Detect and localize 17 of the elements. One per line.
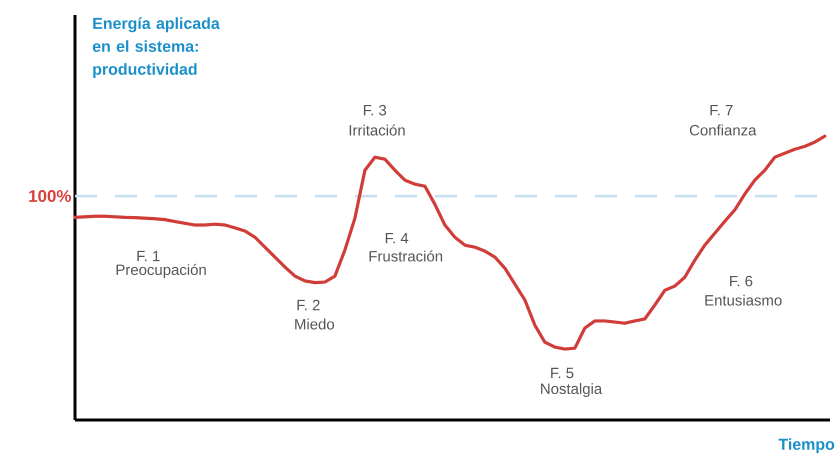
annotation: Preocupación bbox=[116, 264, 206, 278]
text: F. 7 bbox=[710, 105, 733, 116]
text: Irritación bbox=[350, 124, 405, 136]
annotation: F. 1 bbox=[137, 250, 160, 262]
annotation: F. 2 bbox=[297, 300, 320, 310]
annotation: Nostalgia bbox=[541, 383, 602, 397]
annotation: F. 4 bbox=[386, 233, 408, 244]
annotation: Frustración bbox=[370, 250, 442, 262]
annotation: F. 5 bbox=[551, 368, 574, 378]
annotation: F. 6 bbox=[730, 276, 752, 286]
y-axis-title: Energía aplicada en el sistema: productividad bbox=[92, 17, 220, 78]
annotation: Miedo bbox=[295, 318, 334, 330]
x-axis-title: Tiempo bbox=[778, 438, 834, 454]
annotation: Entusiasmo bbox=[705, 294, 782, 306]
text: Confianza bbox=[690, 124, 756, 136]
text: 100% bbox=[29, 190, 72, 202]
text: F. 3 bbox=[364, 104, 386, 116]
